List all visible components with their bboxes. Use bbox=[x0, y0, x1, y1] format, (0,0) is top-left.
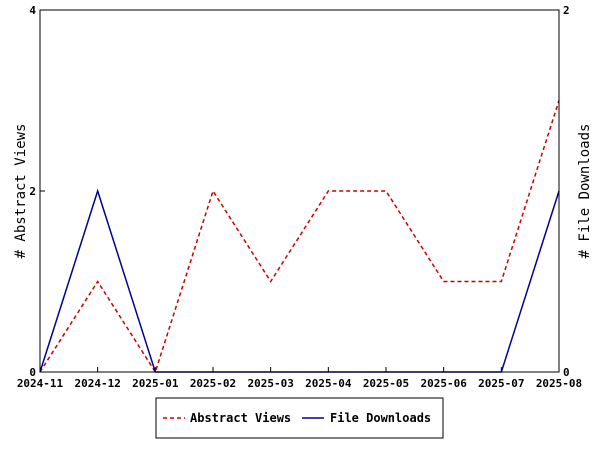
x-tick-label: 2025-08 bbox=[536, 377, 582, 390]
right-y-tick-label: 2 bbox=[563, 4, 570, 17]
legend: Abstract Views File Downloads bbox=[155, 397, 444, 439]
x-tick-label: 2025-07 bbox=[478, 377, 524, 390]
legend-box bbox=[155, 397, 444, 439]
x-tick-label: 2024-12 bbox=[74, 377, 120, 390]
x-tick-label: 2025-06 bbox=[420, 377, 467, 390]
left-y-tick-label: 4 bbox=[29, 4, 36, 17]
x-tick-label: 2024-11 bbox=[17, 377, 64, 390]
x-tick-label: 2025-01 bbox=[132, 377, 179, 390]
left-y-tick-label: 2 bbox=[29, 185, 36, 198]
x-tick-label: 2025-02 bbox=[190, 377, 236, 390]
x-tick-label: 2025-03 bbox=[247, 377, 293, 390]
right-y-tick-label: 0 bbox=[563, 366, 570, 379]
left-y-tick-label: 0 bbox=[29, 366, 36, 379]
left-axis-title: # Abstract Views bbox=[13, 124, 29, 259]
legend-label-file-downloads: File Downloads bbox=[330, 411, 431, 425]
plot-area-frame bbox=[39, 9, 560, 373]
x-tick-label: 2025-05 bbox=[363, 377, 409, 390]
x-tick-label: 2025-04 bbox=[305, 377, 352, 390]
series-line-abstract-views bbox=[39, 100, 560, 374]
right-axis-title: # File Downloads bbox=[577, 124, 593, 259]
legend-label-abstract-views: Abstract Views bbox=[190, 411, 291, 425]
